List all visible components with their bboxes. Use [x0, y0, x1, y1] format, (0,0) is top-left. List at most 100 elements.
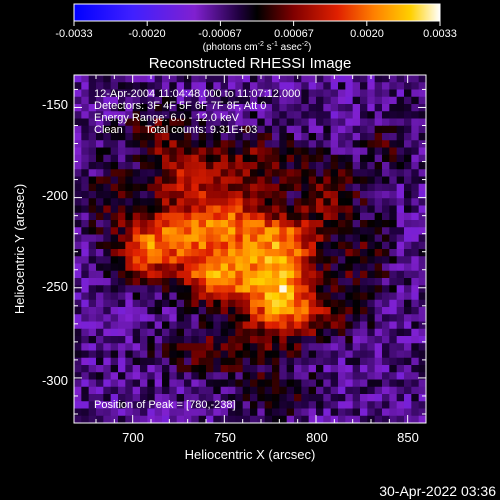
heatmap-cell: [374, 89, 383, 98]
heatmap-cell: [140, 82, 148, 91]
heatmap-cell: [118, 162, 126, 170]
heatmap-cell: [367, 357, 376, 366]
colorbar-tick-label: 0.00067: [274, 28, 314, 40]
heatmap-cell: [228, 365, 236, 373]
heatmap-cell: [294, 125, 302, 134]
heatmap-cell: [279, 394, 288, 402]
heatmap-cell: [198, 292, 207, 301]
heatmap-cell: [338, 147, 346, 156]
heatmap-cell: [338, 415, 346, 423]
heatmap-cell: [257, 386, 266, 395]
heatmap-cell: [374, 111, 383, 120]
heatmap-cell: [88, 386, 97, 395]
heatmap-cell: [418, 205, 426, 214]
heatmap-cell: [228, 299, 236, 308]
heatmap-cell: [74, 205, 82, 214]
heatmap-cell: [316, 227, 324, 236]
heatmap-cell: [418, 140, 426, 149]
heatmap-cell: [301, 299, 310, 308]
heatmap-cell: [294, 263, 302, 272]
heatmap-cell: [308, 140, 317, 149]
heatmap-cell: [323, 394, 332, 402]
heatmap-cell: [74, 176, 82, 185]
heatmap-cell: [154, 321, 163, 330]
heatmap-cell: [191, 263, 200, 272]
heatmap-cell: [96, 365, 104, 373]
heatmap-cell: [345, 379, 354, 388]
heatmap-cell: [382, 220, 390, 228]
colorbar-tick-label: -0.00067: [198, 28, 241, 40]
heatmap-cell: [308, 401, 317, 410]
heatmap-cell: [411, 205, 420, 214]
heatmap-cell: [228, 154, 236, 163]
heatmap-cell: [132, 408, 141, 417]
heatmap-cell: [360, 140, 368, 149]
heatmap-cell: [228, 125, 236, 134]
heatmap-cell: [198, 169, 207, 178]
heatmap-cell: [396, 350, 405, 359]
heatmap-cell: [404, 394, 412, 402]
heatmap-cell: [184, 241, 192, 250]
heatmap-cell: [220, 154, 229, 163]
heatmap-cell: [110, 249, 119, 257]
heatmap-cell: [220, 401, 229, 410]
heatmap-cell: [206, 140, 214, 149]
heatmap-cell: [352, 299, 361, 308]
heatmap-cell: [147, 133, 156, 141]
heatmap-cell: [272, 183, 280, 192]
heatmap-cell: [162, 343, 170, 352]
heatmap-cell: [235, 104, 244, 112]
heatmap-cell: [176, 176, 185, 185]
heatmap-cell: [242, 111, 251, 120]
heatmap-cell: [125, 314, 134, 323]
heatmap-cell: [191, 357, 200, 366]
heatmap-cell: [184, 314, 192, 323]
heatmap-cell: [110, 372, 119, 381]
heatmap-cell: [286, 314, 295, 323]
heatmap-cell: [125, 394, 134, 402]
heatmap-cell: [140, 125, 148, 134]
heatmap-cell: [294, 285, 302, 294]
heatmap-cell: [286, 365, 295, 373]
heatmap-cell: [374, 321, 383, 330]
heatmap-cell: [81, 365, 90, 373]
heatmap-cell: [411, 111, 420, 120]
heatmap-cell: [198, 343, 207, 352]
heatmap-cell: [418, 111, 426, 120]
heatmap-cell: [154, 96, 163, 105]
heatmap-cell: [264, 379, 273, 388]
heatmap-cell: [118, 133, 126, 141]
heatmap-cell: [286, 278, 295, 286]
heatmap-cell: [396, 415, 405, 423]
heatmap-cell: [418, 118, 426, 127]
heatmap-cell: [330, 191, 339, 199]
heatmap-cell: [110, 328, 119, 337]
heatmap-cell: [301, 372, 310, 381]
heatmap-cell: [330, 365, 339, 373]
heatmap-cell: [88, 256, 97, 265]
heatmap-cell: [374, 379, 383, 388]
heatmap-cell: [191, 299, 200, 308]
heatmap-cell: [286, 205, 295, 214]
heatmap-cell: [345, 415, 354, 423]
heatmap-cell: [382, 314, 390, 323]
chart-title: Reconstructed RHESSI Image: [149, 55, 352, 72]
heatmap-cell: [242, 321, 251, 330]
heatmap-cell: [250, 118, 258, 127]
heatmap-cell: [81, 205, 90, 214]
heatmap-cell: [132, 285, 141, 294]
heatmap-cell: [228, 82, 236, 91]
heatmap-cell: [147, 263, 156, 272]
heatmap-cell: [286, 285, 295, 294]
heatmap-cell: [169, 75, 178, 83]
heatmap-cell: [176, 212, 185, 221]
heatmap-cell: [110, 147, 119, 156]
heatmap-cell: [374, 241, 383, 250]
heatmap-cell: [264, 321, 273, 330]
heatmap-cell: [396, 89, 405, 98]
heatmap-cell: [323, 118, 332, 127]
heatmap-cell: [110, 343, 119, 352]
heatmap-cell: [345, 249, 354, 257]
heatmap-cell: [316, 212, 324, 221]
heatmap-cell: [132, 278, 141, 286]
